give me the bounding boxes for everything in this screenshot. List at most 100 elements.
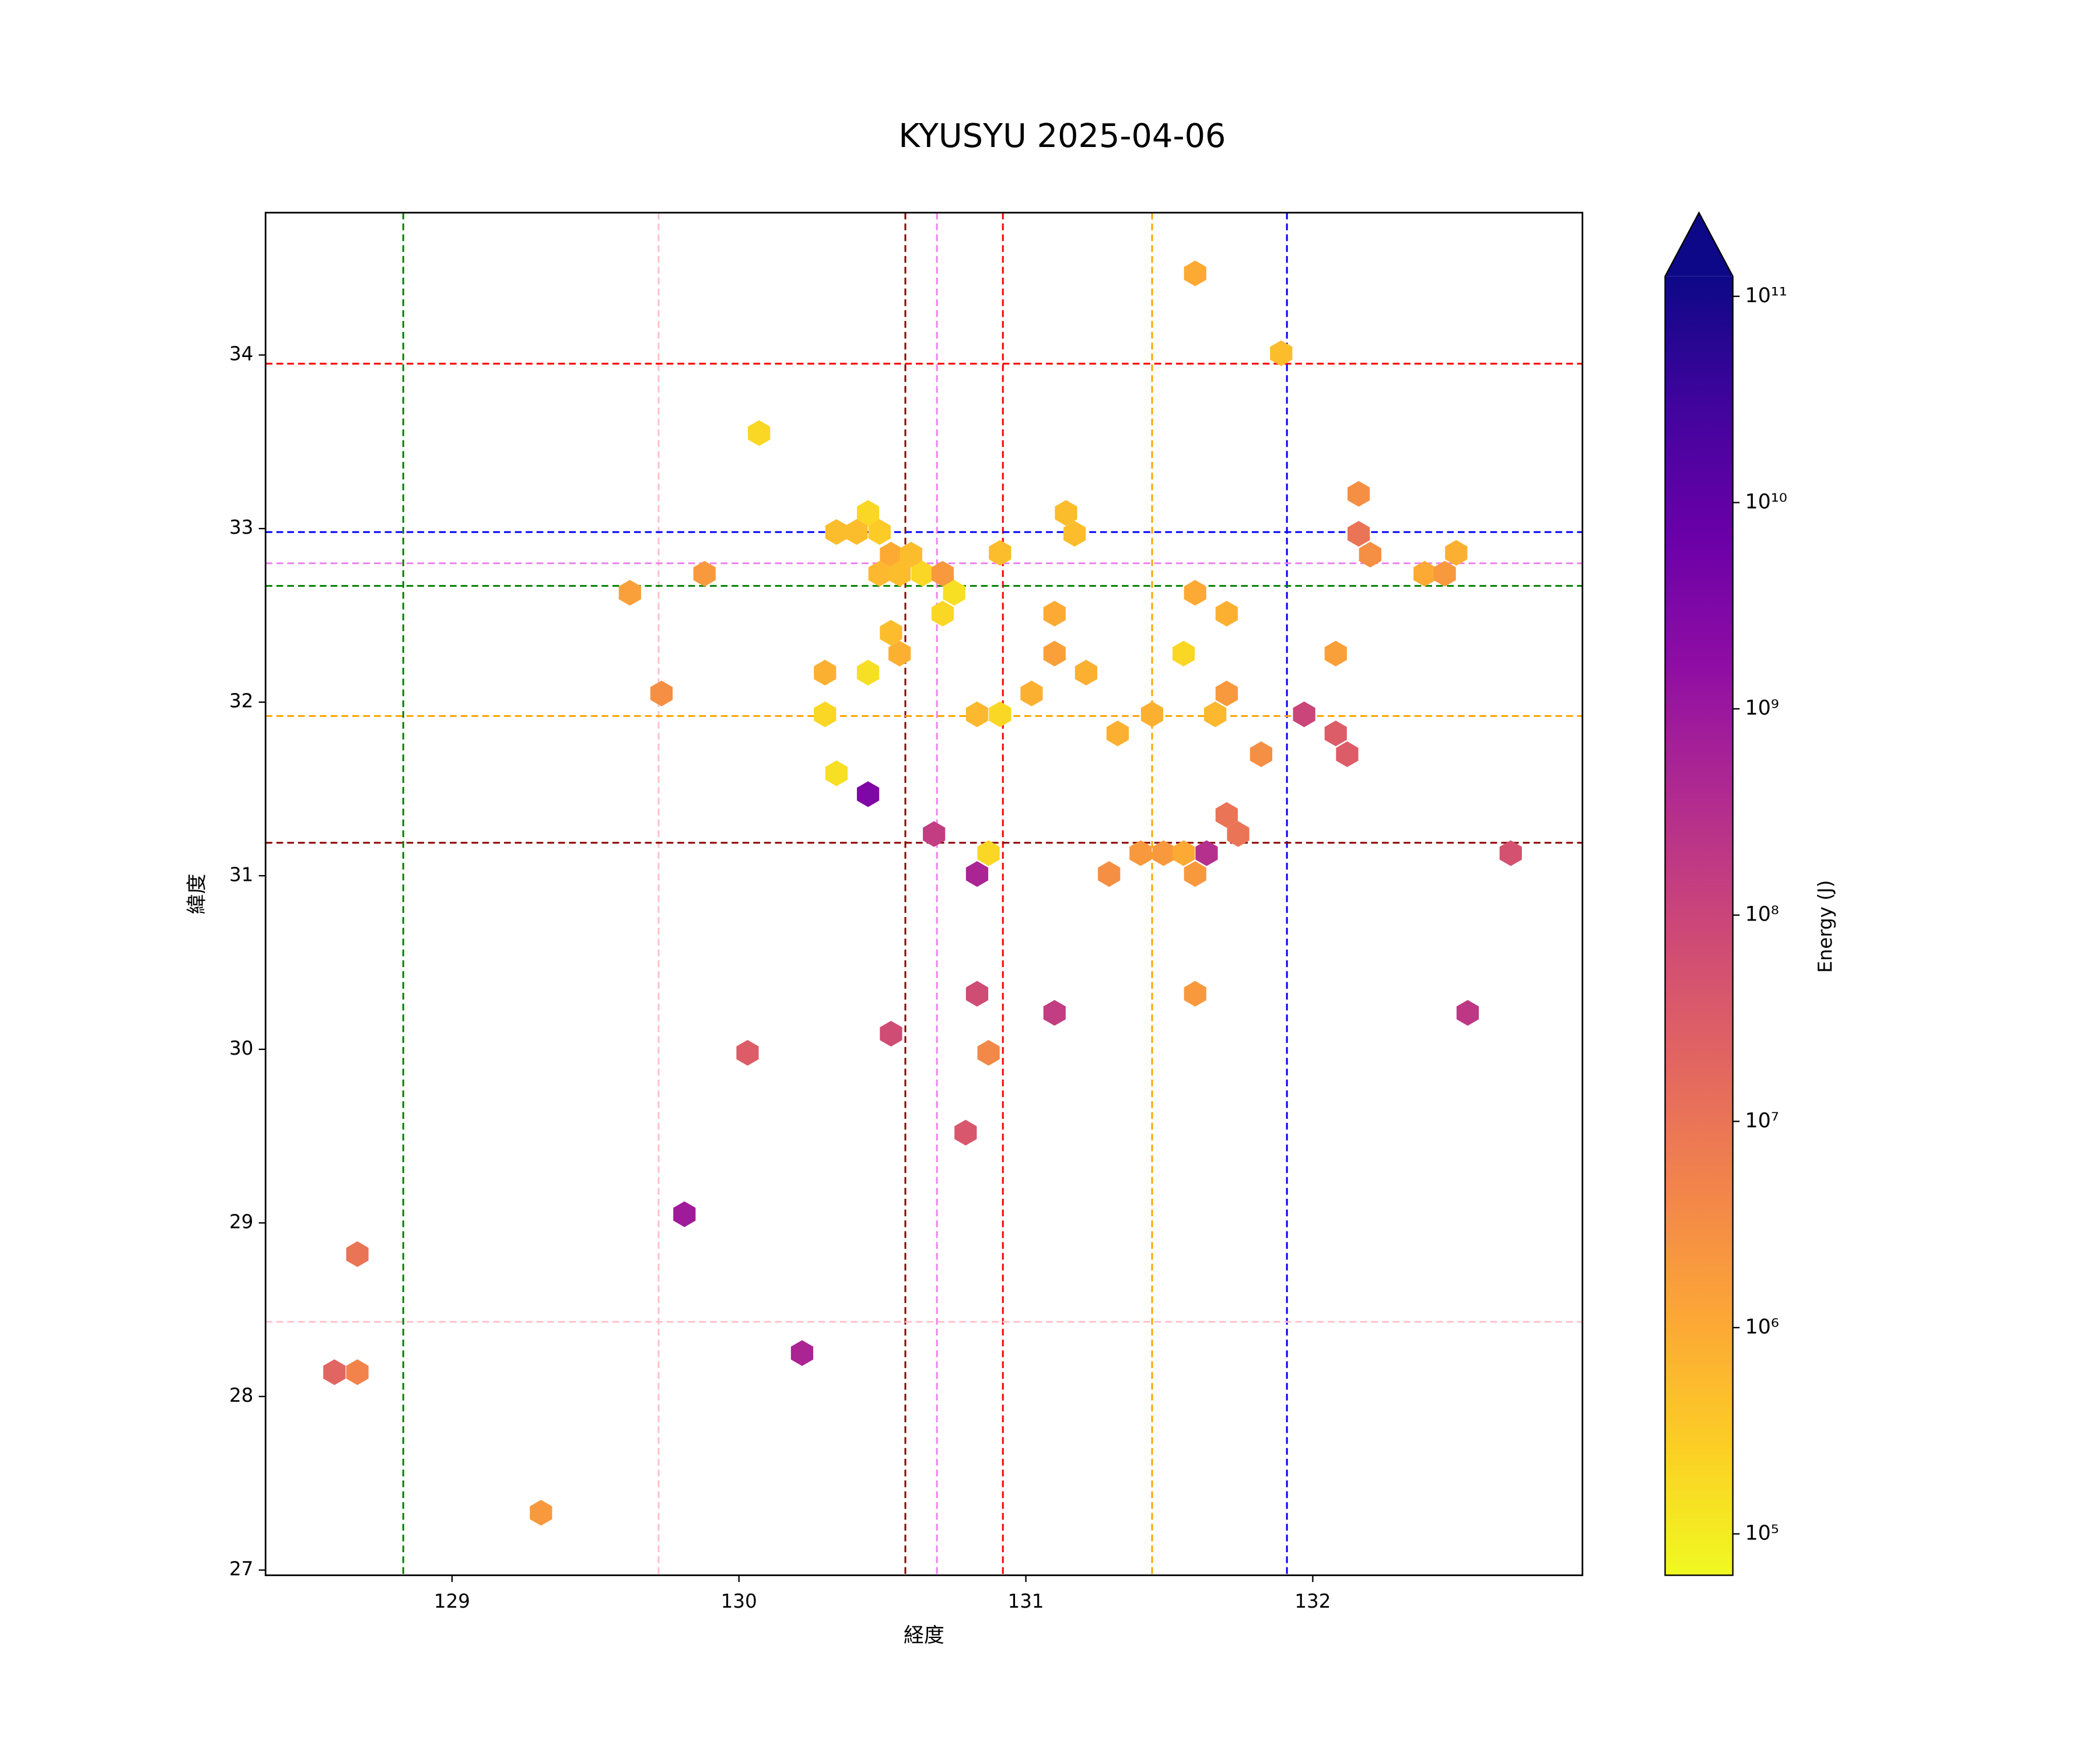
- hexbin-cell: [1433, 561, 1456, 587]
- hexbin-cell: [1270, 340, 1293, 366]
- hexbin-cell: [965, 861, 989, 887]
- colorbar-tick-label: 10⁸: [1745, 903, 1779, 926]
- hexbin-cell: [1152, 840, 1175, 866]
- hexbin-cell: [346, 1359, 369, 1385]
- x-tick-label: 129: [434, 1590, 470, 1612]
- hexbin-cell: [868, 519, 891, 545]
- hexbin-cell: [977, 840, 1000, 866]
- hexbin-cell: [673, 1201, 696, 1227]
- hexbin-cell: [1348, 520, 1370, 547]
- y-tick-label: 32: [229, 690, 253, 712]
- hexbin-cell: [1043, 1000, 1066, 1026]
- hexbin-cell: [1172, 840, 1195, 866]
- colorbar-label: Energy (J): [1814, 880, 1836, 973]
- hexbin-cell: [1184, 260, 1206, 286]
- colorbar-tick-label: 10¹⁰: [1745, 491, 1787, 514]
- hexbin-cell: [1043, 600, 1066, 626]
- hexbin-cell: [790, 1340, 814, 1366]
- hexbin-cell: [1129, 840, 1152, 866]
- hexbin-cell: [880, 541, 902, 568]
- hexbin-cell: [880, 620, 902, 646]
- hexbin-cell: [346, 1241, 369, 1268]
- colorbar-tick-label: 10⁷: [1745, 1109, 1779, 1132]
- hexbin-cell: [1184, 861, 1206, 887]
- hexbin-cell: [1172, 640, 1195, 667]
- hexbin-cell: [1324, 720, 1347, 747]
- colorbar-tick-label: 10⁹: [1745, 696, 1779, 720]
- hexbin-cell: [1063, 520, 1086, 547]
- colorbar-tick-label: 10⁵: [1745, 1522, 1779, 1545]
- chart-title: KYUSYU 2025-04-06: [898, 117, 1226, 155]
- y-tick-label: 28: [229, 1384, 253, 1406]
- x-axis-label: 経度: [904, 1624, 944, 1647]
- x-tick-label: 131: [1008, 1590, 1044, 1612]
- plot-area: [265, 212, 1583, 1576]
- hexbin-cell: [1043, 640, 1066, 667]
- x-tick-label: 132: [1294, 1590, 1331, 1612]
- hexbin-cell: [965, 981, 989, 1007]
- hexbin-cell: [1195, 840, 1218, 866]
- y-tick-label: 30: [229, 1037, 253, 1059]
- hexbin-cell: [1250, 741, 1273, 768]
- hexbin-cell: [888, 640, 911, 667]
- hexbin-cell: [1359, 541, 1381, 568]
- x-tick-label: 130: [721, 1590, 757, 1612]
- hexbin-cell: [1140, 701, 1164, 727]
- y-axis-label: 緯度: [186, 874, 209, 915]
- hexbin-cell: [650, 680, 673, 706]
- colorbar-extend: [1665, 212, 1733, 276]
- hexbin-cell: [911, 561, 934, 587]
- y-tick-label: 34: [229, 343, 253, 365]
- hexbin-cell: [954, 1119, 977, 1146]
- colorbar-outline: [1664, 211, 1734, 1576]
- colorbar-tick-label: 10⁶: [1745, 1315, 1779, 1339]
- hexbin-cell: [1324, 640, 1347, 667]
- hexbin-cell: [1336, 741, 1359, 768]
- hexbin-cell: [880, 1020, 902, 1047]
- hexbin-cell: [888, 561, 911, 587]
- hexbin-cell: [1055, 500, 1077, 526]
- hexbin-cell: [530, 1500, 552, 1526]
- hexbin-cell: [825, 760, 848, 786]
- hexbin-cell: [1204, 701, 1227, 727]
- hexbin-cell: [1215, 802, 1238, 828]
- hexbin-cell: [1445, 540, 1468, 566]
- hexbin-cell: [1098, 861, 1121, 887]
- hexbin-cell: [1413, 561, 1436, 587]
- hexbin-cell: [931, 561, 954, 587]
- hexbin-cell: [814, 701, 836, 727]
- hexbin-cell: [814, 660, 836, 686]
- hexbin-cell: [1456, 1000, 1479, 1026]
- hexbin-cell: [868, 561, 891, 587]
- hexbin-cell: [1184, 981, 1206, 1007]
- hexbin-cell: [825, 519, 848, 545]
- hexbin-cell: [943, 580, 965, 606]
- hexbin-cell: [845, 519, 868, 545]
- hexbin-cell: [856, 500, 880, 526]
- hexbin-cell: [965, 701, 989, 727]
- hexbin-cell: [931, 600, 954, 626]
- hexbin-cell: [1184, 580, 1206, 606]
- colorbar-tick-label: 10¹¹: [1745, 284, 1787, 307]
- hexbin-cell: [856, 781, 880, 807]
- y-tick-label: 33: [229, 516, 253, 538]
- hexbin-cell: [989, 540, 1012, 566]
- hexbin-cell: [693, 561, 716, 587]
- hexbin-cell: [1215, 680, 1238, 706]
- hexbin-cell: [1074, 660, 1097, 686]
- hexbin-cell: [736, 1040, 759, 1066]
- hexbin-cell: [1227, 821, 1250, 847]
- hexbin-cell: [748, 420, 771, 446]
- hexbin-cell: [1106, 720, 1129, 747]
- hexbin-cell: [923, 821, 946, 847]
- axes-frame: [264, 212, 1584, 1576]
- hexbin-cell: [1293, 701, 1315, 727]
- colorbar: [1665, 276, 1733, 1576]
- hexbin-cell: [1499, 840, 1522, 866]
- hexbin-cell: [856, 660, 880, 686]
- y-tick-label: 29: [229, 1210, 253, 1233]
- hexbin-cell: [1215, 600, 1238, 626]
- hexbin-cell: [900, 541, 922, 568]
- hexbin-cell: [618, 580, 641, 606]
